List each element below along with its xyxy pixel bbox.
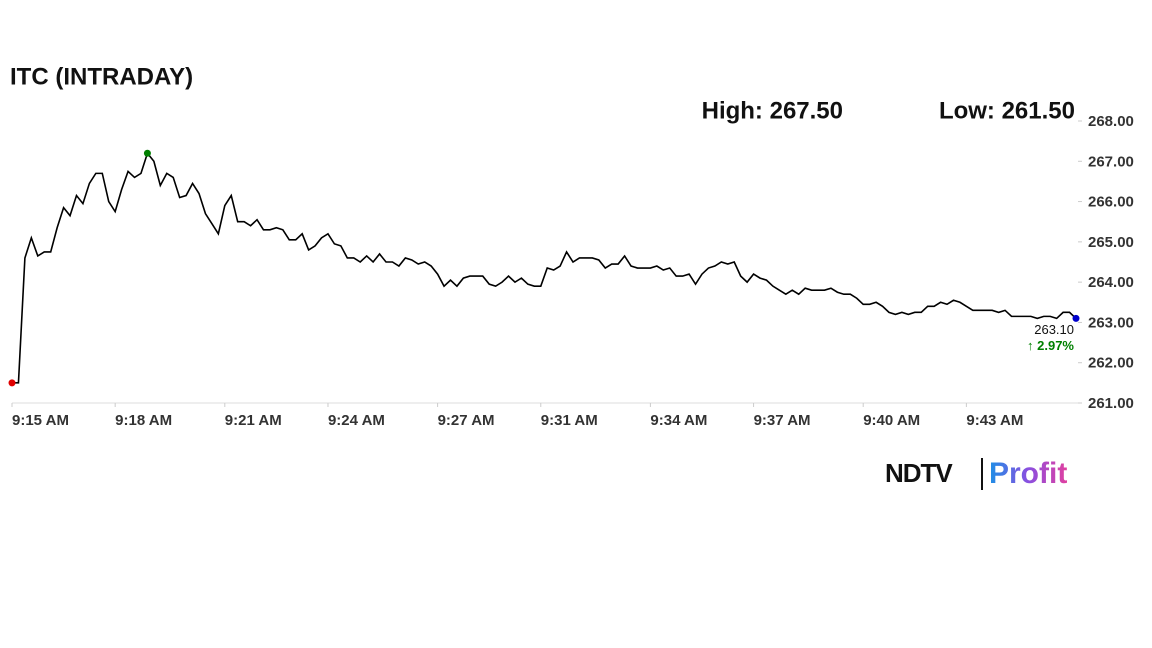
chart-title: ITC (INTRADAY) xyxy=(10,63,193,90)
brand: NDTV xyxy=(885,458,953,488)
x-tick-label: 9:27 AM xyxy=(438,412,495,429)
x-tick-label: 9:43 AM xyxy=(966,412,1023,429)
last-marker xyxy=(1072,314,1080,322)
y-tick-label: 263.00 xyxy=(1088,314,1134,331)
y-tick-label: 265.00 xyxy=(1088,234,1134,251)
y-tick-label: 268.00 xyxy=(1088,113,1134,130)
x-tick-label: 9:37 AM xyxy=(754,412,811,429)
low-marker xyxy=(8,379,16,387)
high-marker xyxy=(143,149,151,157)
x-tick-label: 9:40 AM xyxy=(863,412,920,429)
x-tick-label: 9:24 AM xyxy=(328,412,385,429)
last-value-label: 263.10 xyxy=(1034,322,1074,337)
y-tick-label: 264.00 xyxy=(1088,274,1134,291)
y-tick-label: 267.00 xyxy=(1088,153,1134,170)
change-label: ↑ 2.97% xyxy=(1027,338,1074,353)
low-label: Low: 261.50 xyxy=(939,97,1075,124)
brand-sub: Profit xyxy=(989,457,1067,490)
y-tick-label: 261.00 xyxy=(1088,395,1134,412)
y-tick-label: 266.00 xyxy=(1088,194,1134,211)
price-line xyxy=(12,151,1077,384)
high-label: High: 267.50 xyxy=(702,97,843,124)
x-tick-label: 9:18 AM xyxy=(115,412,172,429)
x-tick-label: 9:31 AM xyxy=(541,412,598,429)
x-tick-label: 9:21 AM xyxy=(225,412,282,429)
y-tick-label: 262.00 xyxy=(1088,355,1134,372)
x-tick-label: 9:15 AM xyxy=(12,412,69,429)
x-tick-label: 9:34 AM xyxy=(650,412,707,429)
